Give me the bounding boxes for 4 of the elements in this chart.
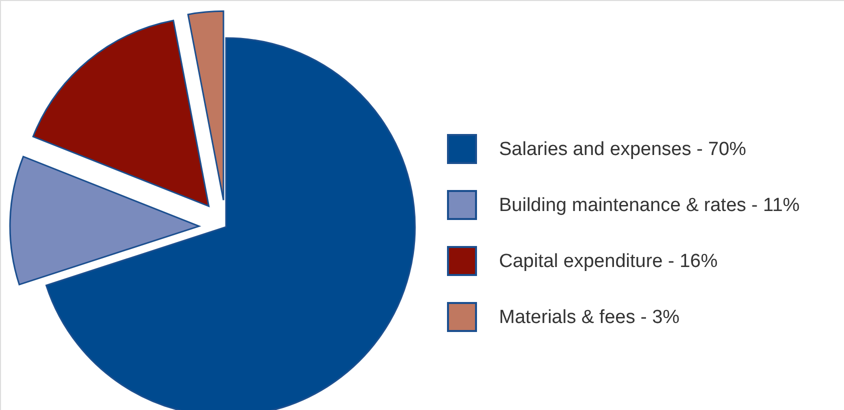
legend-label: Materials & fees - 3% bbox=[499, 307, 680, 328]
legend-label: Capital expenditure - 16% bbox=[499, 251, 718, 272]
legend-label: Building maintenance & rates - 11% bbox=[499, 195, 800, 216]
legend-label: Salaries and expenses - 70% bbox=[499, 139, 746, 160]
